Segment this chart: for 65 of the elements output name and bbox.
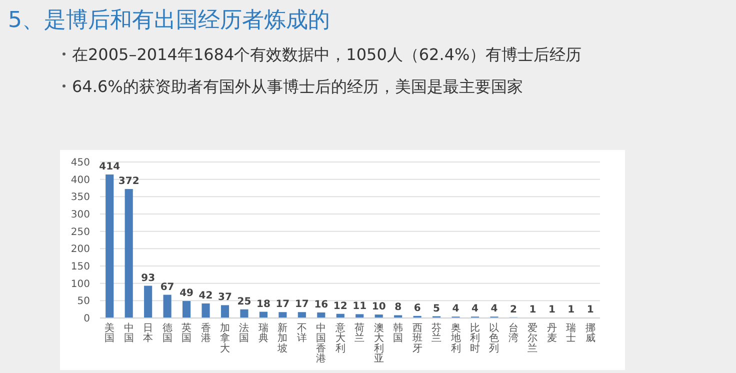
x-tick-label: 英国 — [182, 322, 192, 344]
x-tick-label: 香港 — [200, 322, 211, 344]
y-tick-label: 100 — [70, 278, 90, 290]
x-tick-label: 芬兰 — [432, 322, 442, 344]
data-label: 93 — [141, 272, 156, 284]
data-label: 1 — [586, 304, 594, 316]
x-tick-label: 新加坡 — [276, 322, 288, 354]
data-label: 37 — [218, 292, 232, 304]
x-tick-label: 瑞典 — [258, 322, 268, 344]
x-tick-label: 美国 — [104, 322, 115, 344]
x-tick-label: 意大利 — [334, 322, 346, 354]
data-label: 4 — [472, 304, 479, 315]
data-label: 414 — [99, 161, 120, 172]
x-tick-label: 西班牙 — [412, 323, 422, 354]
data-label: 42 — [198, 290, 213, 302]
x-tick-label: 荷兰 — [354, 322, 365, 344]
data-label: 8 — [394, 302, 402, 314]
data-label: 67 — [160, 282, 174, 293]
data-label: 1 — [568, 304, 575, 316]
y-tick-label: 250 — [70, 226, 90, 238]
data-label: 10 — [372, 302, 386, 313]
x-tick-label: 以色列 — [489, 322, 500, 354]
data-label: 4 — [490, 304, 498, 315]
text: 在2005–2014年1684个有效数据中，1050人（62.4%）有博士后经历 — [72, 45, 582, 64]
x-tick-label: 德国 — [162, 323, 172, 344]
x-tick-label: 爱尔兰 — [528, 322, 538, 354]
data-label: 372 — [118, 176, 140, 188]
x-tick-label: 澳大利亚 — [374, 322, 384, 365]
y-tick-label: 200 — [70, 244, 90, 256]
y-tick-label: 300 — [70, 210, 90, 220]
data-label: 17 — [276, 299, 290, 310]
x-tick-label: 韩国 — [393, 322, 404, 344]
y-tick-label: 150 — [70, 262, 90, 272]
data-label: 2 — [510, 304, 517, 316]
y-tick-label: 50 — [77, 296, 90, 308]
y-tick-label: 450 — [70, 158, 90, 168]
y-tick-label: 350 — [70, 192, 90, 204]
x-tick-label: 中国 — [124, 322, 134, 344]
x-tick-label: 比利时 — [470, 322, 480, 354]
x-tick-label: 加拿大 — [220, 322, 230, 354]
x-tick-label: 奥地利 — [450, 322, 461, 354]
text: 64.6%的获资助者有国外从事博士后的经历，美国是最主要国家 — [72, 77, 523, 96]
data-label: 6 — [414, 302, 421, 314]
y-tick-label: 0 — [84, 314, 90, 324]
data-label: 5 — [433, 303, 440, 314]
data-label: 17 — [294, 299, 309, 310]
data-label: 18 — [256, 298, 270, 310]
x-tick-label: 瑞士 — [566, 322, 576, 344]
x-tick-label: 挪威 — [585, 322, 596, 344]
x-tick-label: 台湾 — [508, 322, 518, 344]
data-label: 49 — [180, 288, 194, 300]
data-label: 1 — [548, 304, 556, 316]
x-tick-label: 日本 — [143, 323, 154, 344]
x-tick-label: 法国 — [239, 322, 250, 344]
y-tick-label: 400 — [70, 174, 90, 186]
chart-title: 5、是博后和有出国经历者炼成的 — [8, 8, 330, 33]
data-label: 12 — [333, 300, 348, 312]
x-tick-label: 中国香港 — [316, 322, 326, 365]
data-label: 4 — [452, 304, 460, 315]
data-label: 25 — [237, 296, 252, 308]
x-tick-label: 不详 — [296, 323, 307, 344]
data-label: 11 — [352, 301, 367, 312]
data-label: 1 — [529, 304, 536, 316]
data-label: 16 — [314, 299, 328, 310]
x-tick-label: 丹麦 — [546, 323, 557, 344]
